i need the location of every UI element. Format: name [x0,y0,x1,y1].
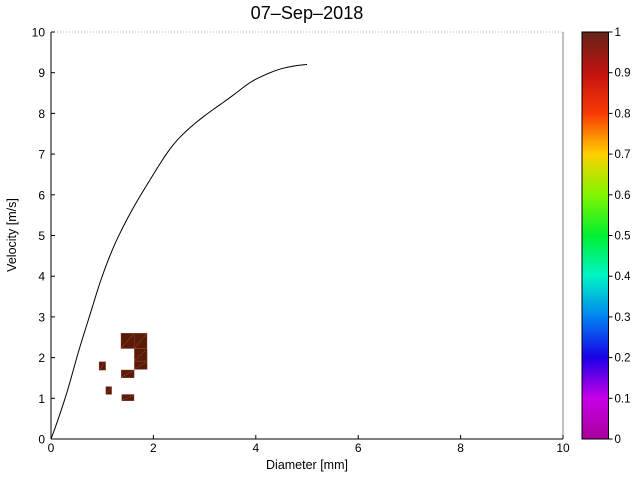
svg-text:1: 1 [615,27,621,39]
svg-text:07–Sep–2018: 07–Sep–2018 [251,3,364,23]
svg-text:6: 6 [355,441,362,455]
svg-text:0.6: 0.6 [615,190,631,202]
svg-text:Velocity [m/s]: Velocity [m/s] [5,198,19,272]
svg-text:0.4: 0.4 [615,271,632,283]
svg-text:0.9: 0.9 [615,68,631,80]
svg-text:8: 8 [38,107,45,121]
svg-text:7: 7 [38,148,45,162]
svg-text:1: 1 [38,392,45,406]
svg-text:3: 3 [38,310,45,324]
svg-text:0.3: 0.3 [615,312,631,324]
svg-text:4: 4 [38,270,45,284]
svg-text:4: 4 [252,441,259,455]
svg-text:0.1: 0.1 [615,393,631,405]
svg-text:5: 5 [38,229,45,243]
svg-text:9: 9 [38,66,45,80]
svg-text:0.8: 0.8 [615,108,631,120]
svg-text:8: 8 [457,441,464,455]
svg-text:2: 2 [150,441,157,455]
svg-text:0.7: 0.7 [615,149,631,161]
svg-text:10: 10 [32,26,46,40]
svg-text:Diameter [mm]: Diameter [mm] [266,458,348,472]
svg-text:2: 2 [38,351,45,365]
svg-text:0.2: 0.2 [615,353,631,365]
svg-text:10: 10 [556,441,570,455]
svg-text:6: 6 [38,188,45,202]
svg-text:0: 0 [615,434,621,446]
svg-text:0: 0 [48,441,55,455]
svg-text:0.5: 0.5 [615,231,631,243]
svg-text:0: 0 [38,433,45,447]
